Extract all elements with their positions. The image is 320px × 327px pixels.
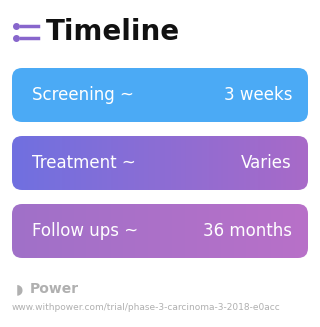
Text: 3 weeks: 3 weeks xyxy=(223,86,292,104)
Text: Treatment ~: Treatment ~ xyxy=(32,154,136,172)
Text: Varies: Varies xyxy=(241,154,292,172)
Text: ◗: ◗ xyxy=(16,282,23,296)
Text: Power: Power xyxy=(30,282,79,296)
Text: www.withpower.com/trial/phase-3-carcinoma-3-2018-e0acc: www.withpower.com/trial/phase-3-carcinom… xyxy=(12,302,281,312)
Text: 36 months: 36 months xyxy=(203,222,292,240)
Text: Timeline: Timeline xyxy=(46,18,180,46)
Text: Follow ups ~: Follow ups ~ xyxy=(32,222,138,240)
Text: Screening ~: Screening ~ xyxy=(32,86,134,104)
